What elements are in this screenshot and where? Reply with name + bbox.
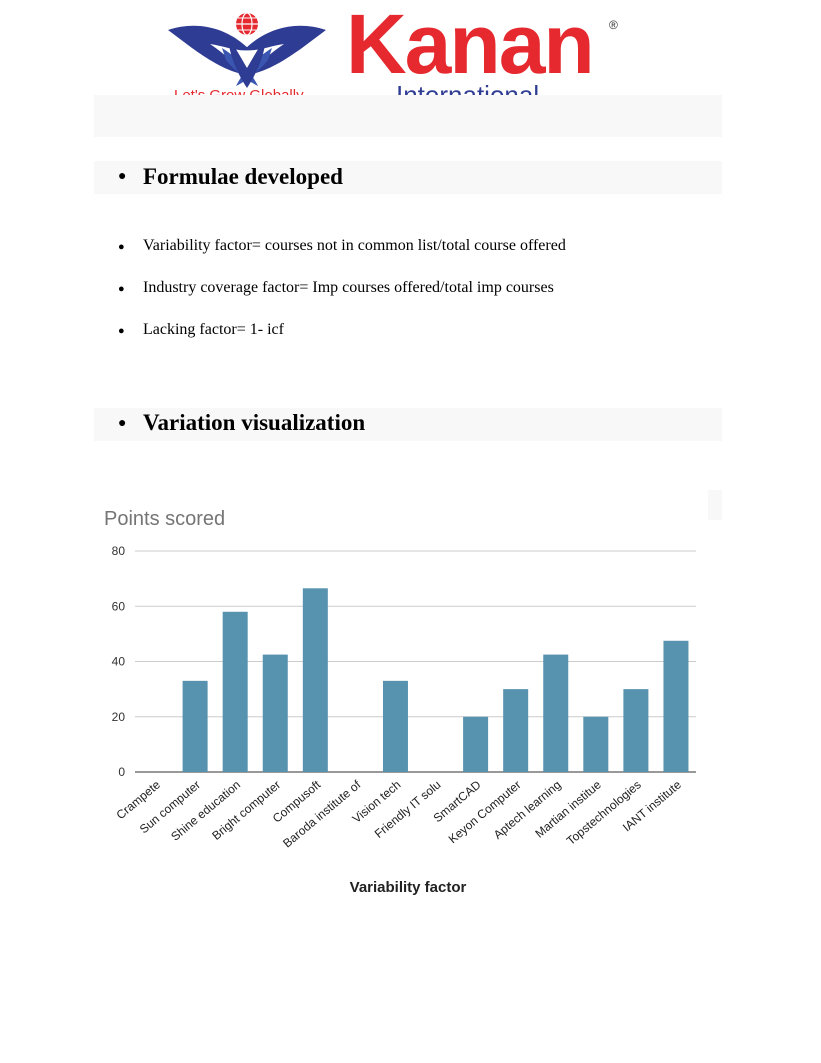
bar (302, 588, 328, 772)
bar (543, 654, 569, 772)
y-tick-label: 0 (118, 765, 125, 779)
x-axis-label: Variability factor (350, 879, 467, 896)
bullet-icon: ● (118, 325, 125, 337)
y-tick-label: 60 (112, 599, 126, 613)
bar (463, 716, 489, 772)
brand-name: Kanan (346, 0, 595, 91)
wings-icon (168, 25, 326, 88)
y-tick-label: 20 (112, 710, 126, 724)
bullet-icon: ● (118, 283, 125, 295)
list-item: Variability factor= courses not in commo… (143, 237, 566, 254)
bar (663, 640, 689, 772)
chart-title: Points scored (104, 508, 225, 530)
bullet-icon: ● (118, 169, 127, 184)
shaded-band (708, 490, 722, 520)
shaded-band (94, 408, 722, 441)
registered-mark: ® (609, 18, 618, 32)
bar (182, 680, 208, 772)
section-heading: Formulae developed (143, 164, 343, 189)
x-tick-label: Shine education (168, 778, 243, 844)
bar (623, 689, 649, 772)
list-item: Industry coverage factor= Imp courses of… (143, 279, 554, 296)
bullet-icon: ● (118, 241, 125, 253)
list-item: Lacking factor= 1- icf (143, 321, 284, 338)
shaded-band (94, 95, 722, 137)
bar (503, 689, 529, 772)
bar (222, 611, 248, 772)
logo-emblem (168, 12, 326, 88)
y-tick-label: 40 (112, 655, 126, 669)
bar (583, 716, 609, 772)
x-tick-label: Keyon Computer (446, 778, 524, 847)
bullet-icon: ● (118, 416, 127, 431)
globe-icon (236, 12, 258, 36)
section-heading: Variation visualization (143, 410, 366, 435)
bar (382, 680, 408, 772)
bar (262, 654, 288, 772)
x-tick-label: Bright computer (209, 778, 283, 843)
y-tick-label: 80 (112, 544, 126, 558)
shaded-band (94, 161, 722, 194)
